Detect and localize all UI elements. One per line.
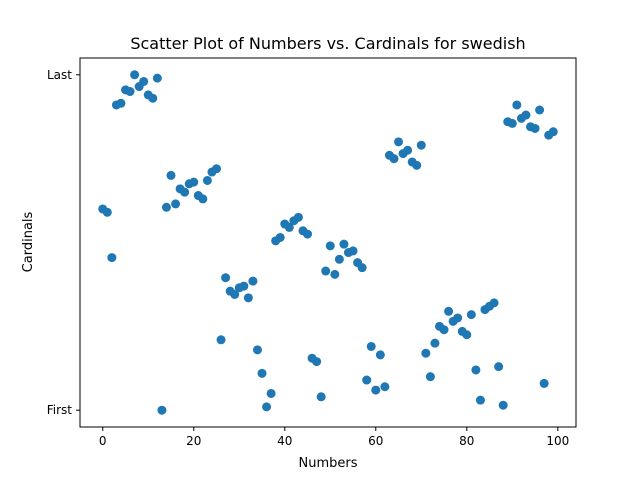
data-point — [284, 222, 294, 232]
data-point — [248, 276, 258, 286]
data-point — [116, 98, 126, 108]
data-point — [453, 313, 463, 323]
data-point — [325, 241, 335, 251]
data-point — [471, 365, 481, 375]
data-point — [266, 388, 276, 398]
data-point — [444, 306, 454, 316]
x-tick-label: 60 — [368, 434, 383, 448]
data-point — [166, 170, 176, 180]
data-point — [198, 194, 208, 204]
data-point — [312, 357, 322, 367]
data-point — [535, 105, 545, 115]
data-point — [375, 350, 385, 360]
data-point — [348, 246, 358, 256]
data-point — [539, 378, 549, 388]
data-point — [189, 177, 199, 187]
data-point — [130, 70, 140, 80]
data-point — [230, 290, 240, 299]
data-point — [366, 341, 376, 351]
x-axis-label: Numbers — [299, 456, 358, 471]
y-axis: First Last — [47, 68, 80, 417]
data-point — [125, 87, 135, 97]
data-point — [466, 310, 476, 320]
data-point — [507, 118, 517, 128]
data-point — [152, 73, 162, 83]
y-tick-label: First — [47, 403, 73, 417]
data-point — [498, 400, 508, 410]
data-point — [257, 368, 267, 378]
data-point — [139, 76, 149, 86]
data-point — [403, 145, 413, 155]
data-point — [371, 385, 381, 395]
data-point — [421, 348, 431, 358]
data-point — [161, 202, 171, 212]
data-point — [334, 254, 344, 264]
data-point — [221, 273, 231, 283]
plot-area — [98, 70, 558, 415]
data-point — [212, 164, 222, 174]
chart-title: Scatter Plot of Numbers vs. Cardinals fo… — [130, 34, 525, 53]
data-point — [275, 232, 285, 242]
data-point — [380, 382, 390, 392]
data-point — [148, 93, 158, 103]
x-tick-label: 0 — [99, 434, 107, 448]
data-point — [239, 281, 249, 291]
data-point — [303, 229, 313, 239]
data-point — [439, 325, 449, 335]
data-point — [548, 127, 558, 137]
data-point — [262, 402, 272, 412]
y-axis-label: Cardinals — [21, 211, 36, 272]
data-point — [389, 154, 399, 164]
x-tick-label: 20 — [186, 434, 201, 448]
data-point — [521, 110, 531, 120]
data-point — [430, 338, 440, 348]
data-point — [489, 298, 499, 308]
data-point — [339, 239, 349, 249]
data-point — [216, 335, 226, 345]
data-point — [293, 212, 303, 222]
data-point — [157, 405, 167, 415]
y-tick-label: Last — [47, 68, 72, 82]
x-tick-label: 40 — [277, 434, 292, 448]
data-point — [180, 187, 190, 197]
data-point — [107, 253, 117, 263]
data-point — [330, 269, 340, 279]
data-point — [321, 266, 331, 276]
data-point — [425, 372, 435, 382]
data-point — [475, 395, 485, 405]
data-point — [416, 140, 426, 150]
data-point — [412, 160, 422, 170]
data-point — [512, 100, 522, 110]
axes-frame — [79, 57, 577, 428]
data-point — [171, 199, 181, 209]
data-point — [252, 345, 262, 355]
x-tick-label: 80 — [459, 434, 474, 448]
x-axis: 0 20 40 60 80 100 — [99, 427, 569, 448]
data-point — [202, 175, 212, 185]
data-point — [102, 207, 112, 217]
data-point — [243, 293, 253, 303]
data-point — [394, 137, 404, 147]
data-point — [462, 330, 472, 340]
data-point — [357, 263, 367, 273]
x-tick-label: 100 — [546, 434, 569, 448]
data-point — [362, 375, 372, 385]
data-point — [316, 392, 326, 402]
data-point — [494, 362, 504, 372]
data-point — [530, 123, 540, 133]
